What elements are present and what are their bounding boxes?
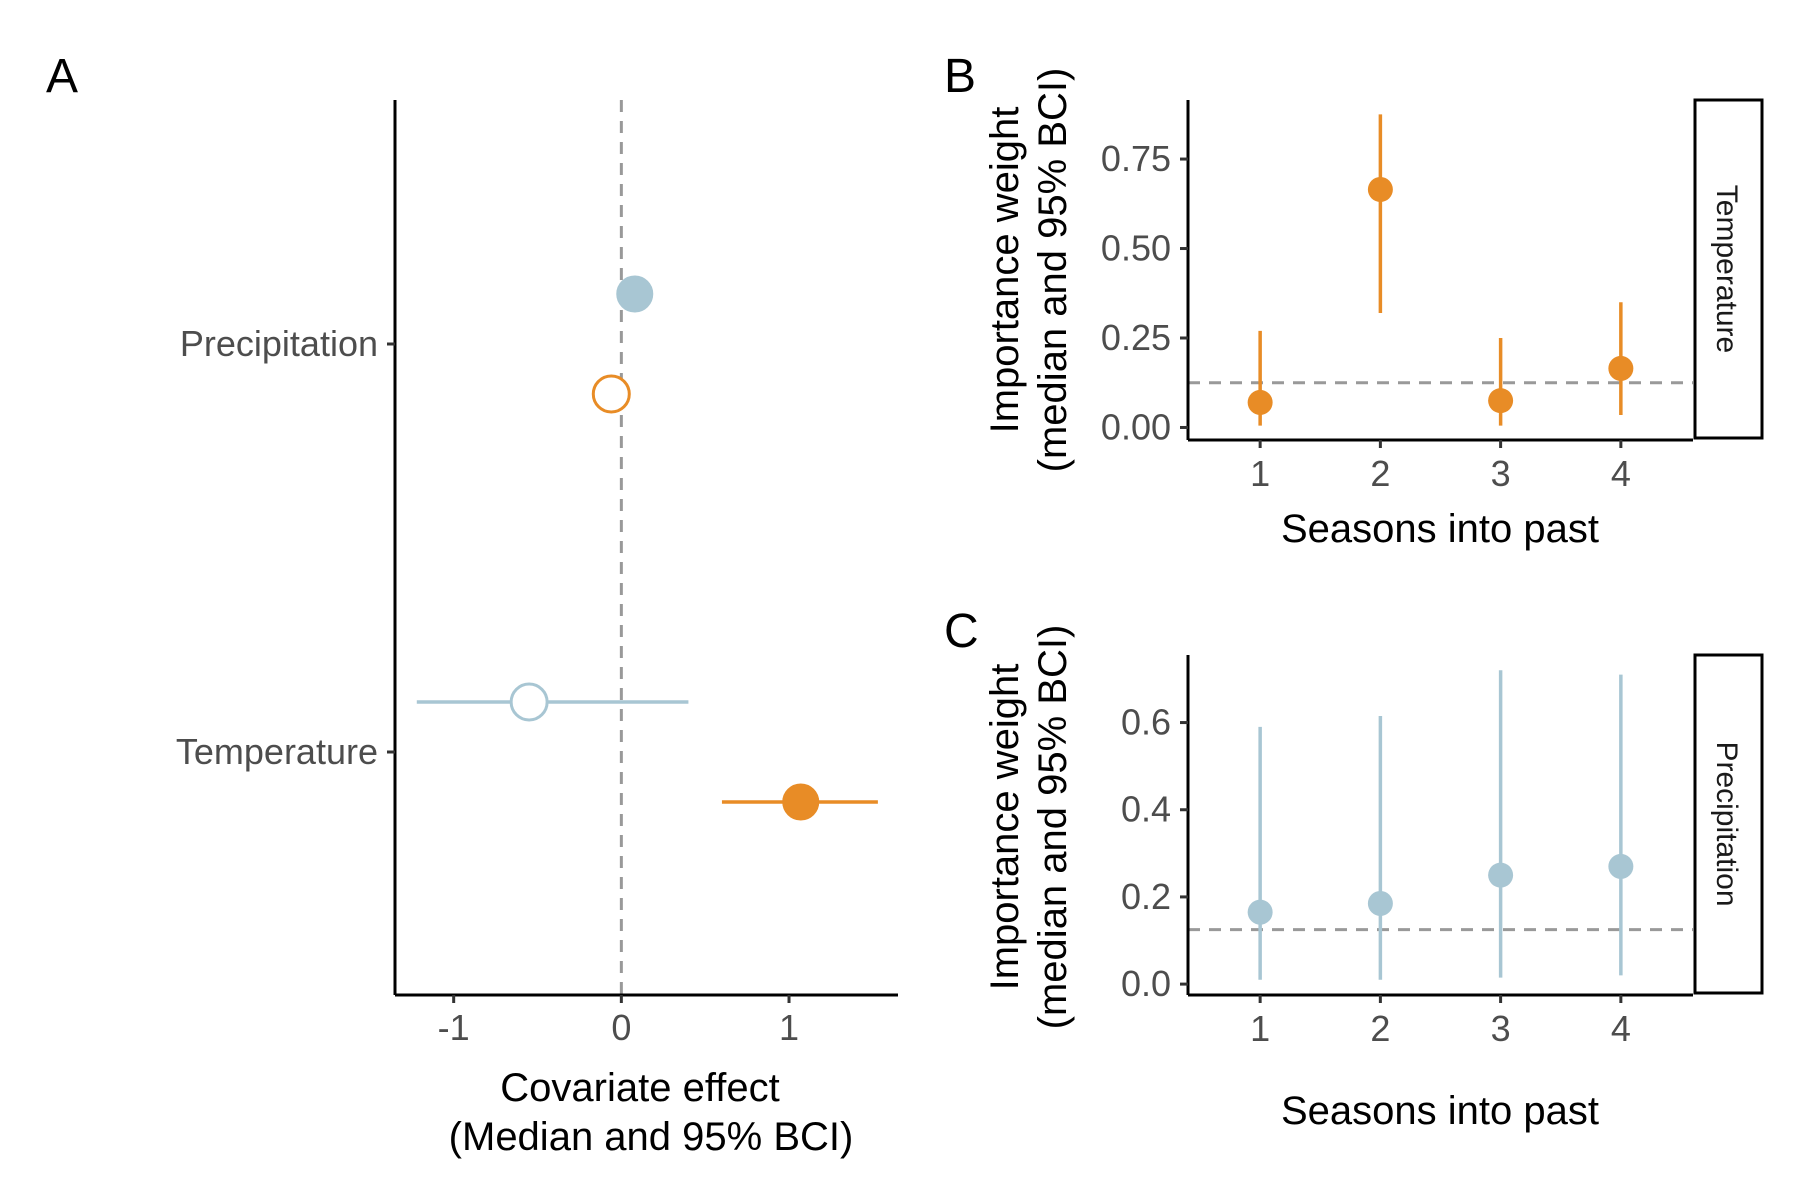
y-axis-title-line2: (median and 95% BCI): [1031, 68, 1075, 473]
x-tick-label: 0: [611, 1007, 631, 1048]
panel-b-marks: [1247, 114, 1634, 426]
y-axis-title-line1: Importance weight: [983, 107, 1027, 434]
x-tick-label: 3: [1491, 1008, 1511, 1049]
median-point-season-3: [1488, 862, 1514, 888]
median-point-season-1: [1247, 389, 1273, 415]
panel-letter-a: A: [46, 50, 78, 103]
y-tick-label: 0.75: [1101, 138, 1171, 179]
median-point-temperature-precipitation: [591, 374, 631, 414]
panel-b-y-axis: 0.00 0.25 0.50 0.75: [1101, 138, 1188, 447]
panel-c-x-axis: 1 2 3 4: [1250, 995, 1631, 1049]
y-tick-label-precipitation: Precipitation: [180, 323, 378, 364]
y-tick-label: 0.25: [1101, 317, 1171, 358]
y-tick-label: 0.50: [1101, 228, 1171, 269]
facet-strip-label: Temperature: [1710, 185, 1743, 353]
x-axis-title-line2: (Median and 95% BCI): [449, 1115, 854, 1159]
y-tick-label: 0.6: [1121, 702, 1171, 743]
median-point-season-1: [1247, 899, 1273, 925]
x-tick-label: 2: [1370, 1008, 1390, 1049]
median-point-precipitation-temperature: [509, 682, 549, 722]
y-tick-label: 0.2: [1121, 876, 1171, 917]
panel-letter-b: B: [944, 50, 976, 103]
median-point-precipitation-precipitation: [616, 275, 654, 313]
panel-b-x-axis: 1 2 3 4: [1250, 440, 1631, 494]
panel-b: B Importance weight (median and 95% BCI)…: [944, 50, 1764, 551]
panel-a-marks: [416, 275, 878, 821]
x-axis-title: Seasons into past: [1281, 1089, 1599, 1133]
x-tick-label: 1: [779, 1007, 799, 1048]
x-axis-title: Seasons into past: [1281, 507, 1599, 551]
y-tick-label-temperature: Temperature: [176, 731, 378, 772]
panel-a-category-axis: Precipitation Temperature: [176, 323, 395, 772]
x-axis-title-line1: Covariate effect: [500, 1066, 779, 1110]
x-tick-label: 4: [1611, 453, 1631, 494]
facet-strip: [1693, 653, 1764, 995]
x-tick-label: 3: [1491, 453, 1511, 494]
x-tick-label: 4: [1611, 1008, 1631, 1049]
panel-a: A Precipitation Temperature -1 0 1 Covariat…: [46, 50, 898, 1159]
panel-c-marks: [1247, 670, 1634, 980]
median-point-season-2: [1367, 176, 1393, 202]
panel-letter-c: C: [944, 605, 979, 658]
y-tick-label: 0.0: [1121, 963, 1171, 1004]
median-point-season-4: [1608, 355, 1634, 381]
median-point-season-4: [1608, 853, 1634, 879]
panel-c-y-axis: 0.0 0.2 0.4 0.6: [1121, 702, 1188, 1004]
panel-a-x-axis: -1 0 1: [438, 995, 799, 1048]
y-axis-title-line1: Importance weight: [983, 664, 1027, 991]
panel-c: C Importance weight (median and 95% BCI)…: [944, 605, 1764, 1133]
y-axis-title-line2: (median and 95% BCI): [1031, 625, 1075, 1030]
median-point-season-2: [1367, 890, 1393, 916]
median-point-season-3: [1488, 388, 1514, 414]
y-tick-label: 0.00: [1101, 406, 1171, 447]
x-tick-label: 2: [1370, 453, 1390, 494]
x-tick-label: 1: [1250, 453, 1270, 494]
median-point-temperature-temperature: [782, 783, 820, 821]
facet-strip: [1693, 98, 1764, 440]
y-tick-label: 0.4: [1121, 789, 1171, 830]
facet-strip-label: Precipitation: [1710, 741, 1743, 906]
x-tick-label: -1: [438, 1007, 470, 1048]
x-tick-label: 1: [1250, 1008, 1270, 1049]
